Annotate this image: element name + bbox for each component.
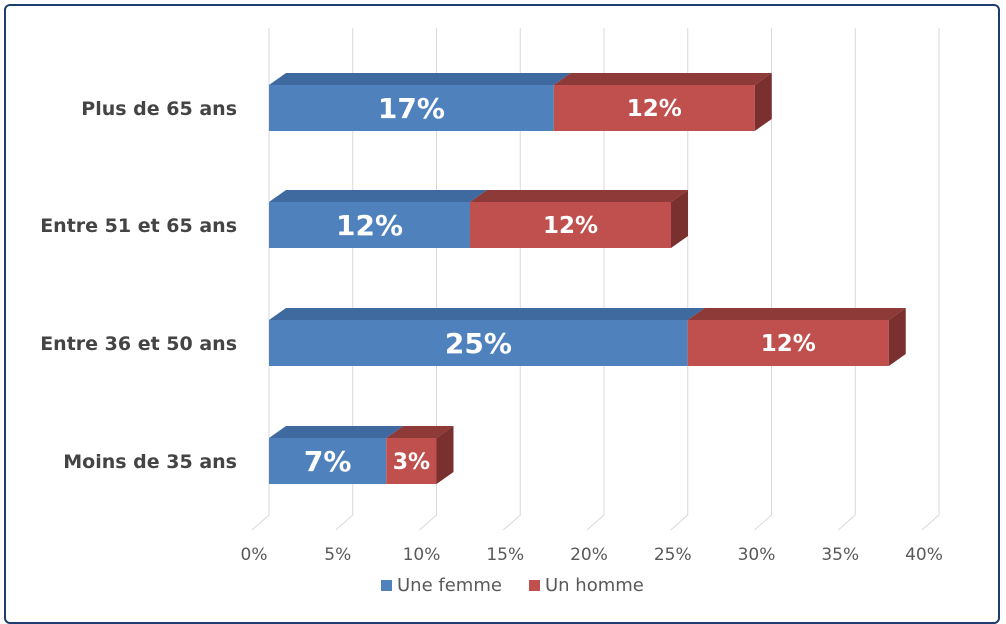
x-tick-label: 40% xyxy=(905,545,943,565)
bar-un-homme xyxy=(470,202,671,248)
bar-une-femme xyxy=(269,202,470,248)
bar-top-un-homme xyxy=(553,73,772,85)
legend: Une femme Un homme xyxy=(381,575,644,596)
category-label: Moins de 35 ans xyxy=(63,451,237,473)
bar-un-homme xyxy=(386,438,437,484)
data-label-un-homme: 3% xyxy=(393,450,430,475)
gridline xyxy=(251,28,270,531)
bar-top-une-femme xyxy=(269,190,487,202)
data-label-une-femme: 12% xyxy=(336,209,403,242)
bar-top-un-homme xyxy=(687,308,906,320)
bar-un-homme xyxy=(687,320,889,366)
gridline xyxy=(837,28,856,531)
legend-label-un-homme: Un homme xyxy=(545,575,644,596)
bar-side-un-homme xyxy=(671,190,688,248)
bar-side-un-homme xyxy=(754,73,772,131)
x-tick-label: 25% xyxy=(654,545,692,565)
bars xyxy=(269,73,906,484)
gridline xyxy=(754,28,772,531)
bar-top-un-homme xyxy=(470,190,688,202)
category-label: Entre 36 et 50 ans xyxy=(40,333,237,355)
bar-top-une-femme xyxy=(269,308,705,320)
bar-une-femme xyxy=(269,85,554,131)
x-tick-label: 0% xyxy=(241,545,268,565)
bar-top-une-femme xyxy=(269,426,404,438)
x-tick-label: 10% xyxy=(403,545,441,565)
data-label-une-femme: 25% xyxy=(445,327,512,360)
x-tick-label: 30% xyxy=(738,545,776,565)
x-tick-label: 15% xyxy=(486,545,524,565)
bar-side-un-homme xyxy=(888,308,906,366)
gridline xyxy=(921,28,940,531)
bar-une-femme xyxy=(269,320,688,366)
x-tick-label: 20% xyxy=(570,545,608,565)
legend-label-une-femme: Une femme xyxy=(397,575,502,596)
bar-une-femme xyxy=(269,438,387,484)
category-label: Entre 51 et 65 ans xyxy=(40,215,237,237)
bar-side-un-homme xyxy=(436,426,454,484)
data-label-une-femme: 7% xyxy=(304,445,352,478)
bar-un-homme xyxy=(553,85,755,131)
bar-top-une-femme xyxy=(269,73,571,85)
data-label-un-homme: 12% xyxy=(761,331,816,357)
data-label-un-homme: 12% xyxy=(627,96,682,122)
data-label-un-homme: 12% xyxy=(543,213,598,239)
x-tick-label: 35% xyxy=(821,545,859,565)
labels: 0% 5% 10% 15% 20% 25% 30% 35% 40% Plus de 65 ans 1… xyxy=(40,92,943,565)
category-label: Plus de 65 ans xyxy=(81,98,237,120)
legend-swatch-une-femme xyxy=(381,580,392,591)
legend-swatch-un-homme xyxy=(529,580,540,591)
stacked-bar-chart: 0% 5% 10% 15% 20% 25% 30% 35% 40% Plus de 65 ans 1… xyxy=(40,28,943,596)
bar-top-un-homme xyxy=(386,426,454,438)
x-tick-label: 5% xyxy=(324,545,351,565)
data-label-une-femme: 17% xyxy=(378,92,445,125)
